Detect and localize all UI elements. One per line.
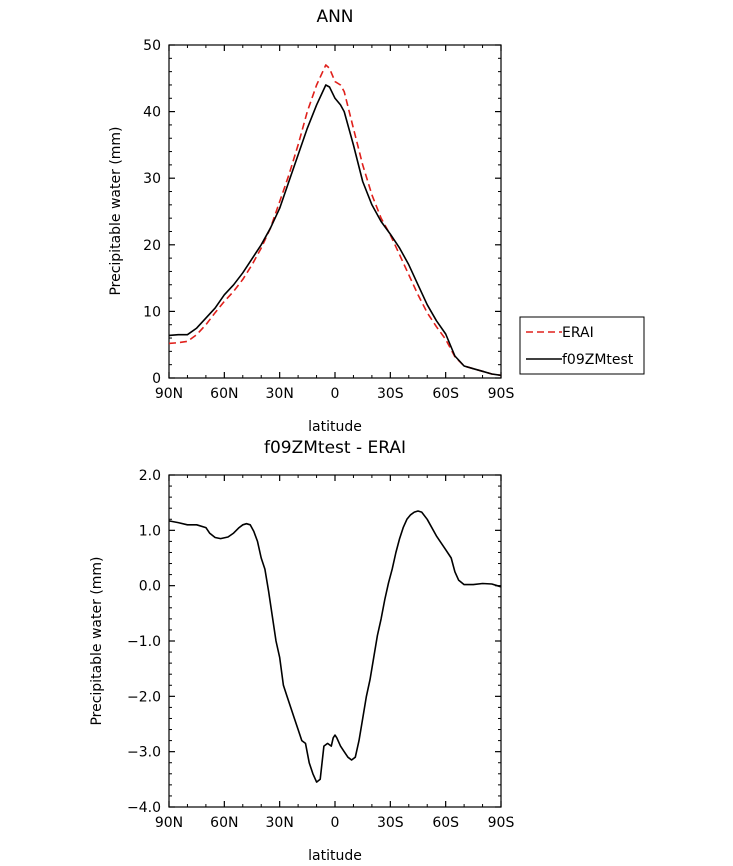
x-tick-label: 30S [377, 815, 404, 831]
y-tick-label: 2.0 [139, 468, 161, 484]
x-tick-label: 0 [331, 815, 340, 831]
x-tick-label: 60S [432, 386, 459, 402]
chart-panel-ann: ANN 90N 60N 30N 0 30S 60S 90S 0 10 20 30 40 50 latit… [108, 7, 645, 435]
x-tick-label: 90S [488, 386, 515, 402]
axis-ticks: 90N 60N 30N 0 30S 60S 90S −4.0 −3.0 −2.0 −1.0 0.0 1.… [127, 468, 514, 831]
y-tick-label: 1.0 [139, 523, 161, 539]
x-axis-label: latitude [308, 848, 362, 864]
series-line-f09zmtest [168, 84, 502, 377]
y-tick-label: 40 [143, 105, 161, 121]
plot-frame [168, 44, 502, 379]
y-tick-label: 0 [152, 371, 161, 387]
y-axis-label: Precipitable water (mm) [89, 556, 105, 725]
series-lines [168, 510, 502, 783]
y-tick-label: 0.0 [139, 579, 161, 595]
legend-label-f09zmtest: f09ZMtest [562, 352, 634, 368]
y-tick-label: 10 [143, 304, 161, 320]
y-tick-label: −2.0 [127, 689, 161, 705]
chart-panel-diff: f09ZMtest - ERAI 90N 60N 30N 0 30S 60S 90S −4.0… [89, 438, 514, 864]
y-tick-label: −4.0 [127, 800, 161, 816]
x-tick-label: 60N [210, 386, 238, 402]
x-tick-label: 90N [155, 815, 183, 831]
x-tick-label: 60N [210, 815, 238, 831]
plot-frame [168, 474, 502, 808]
chart-title: f09ZMtest - ERAI [264, 438, 406, 458]
y-tick-label: 20 [143, 238, 161, 254]
x-tick-label: 0 [331, 386, 340, 402]
y-tick-label: −3.0 [127, 745, 161, 761]
x-tick-label: 60S [432, 815, 459, 831]
series-line-erai [168, 64, 502, 377]
y-tick-label: −1.0 [127, 634, 161, 650]
series-line-f09zmtest-erai [168, 510, 502, 783]
x-tick-label: 30N [266, 386, 294, 402]
x-tick-label: 90S [488, 815, 515, 831]
legend: ERAI f09ZMtest [519, 316, 645, 375]
x-tick-label: 30N [266, 815, 294, 831]
chart-title: ANN [316, 7, 353, 27]
x-tick-label: 30S [377, 386, 404, 402]
axis-ticks: 90N 60N 30N 0 30S 60S 90S 0 10 20 30 40 50 [143, 38, 514, 402]
y-tick-label: 50 [143, 38, 161, 54]
legend-label-erai: ERAI [562, 325, 594, 341]
y-tick-label: 30 [143, 171, 161, 187]
legend-box [519, 316, 645, 375]
y-axis-label: Precipitable water (mm) [108, 126, 124, 295]
x-tick-label: 90N [155, 386, 183, 402]
series-lines [168, 64, 502, 377]
x-axis-label: latitude [308, 419, 362, 435]
